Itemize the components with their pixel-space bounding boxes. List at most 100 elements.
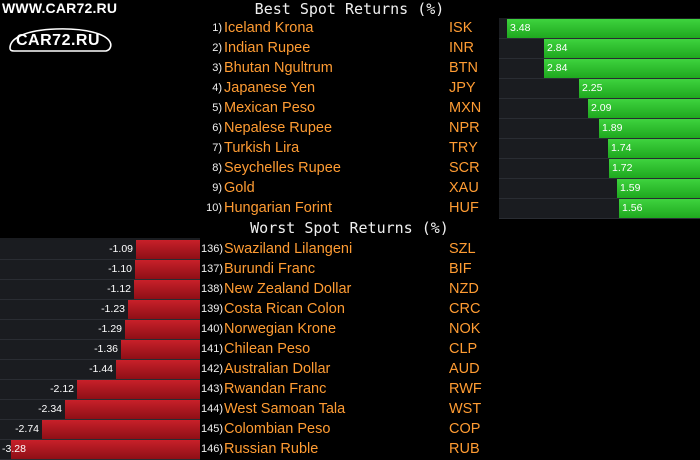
worst-returns-title: Worst Spot Returns (%): [250, 219, 449, 237]
currency-name: Nepalese Rupee: [224, 120, 333, 136]
rank-label: 139): [200, 303, 223, 315]
worst-row: 139) Costa Rican Colon CRC: [200, 299, 499, 319]
value-label: -1.12: [107, 283, 131, 295]
value-label: 1.59: [620, 182, 641, 194]
value-label: -1.29: [98, 323, 122, 335]
rank-label: 9): [212, 182, 222, 194]
currency-name: Swaziland Lilangeni: [224, 241, 353, 257]
value-label: 1.72: [612, 162, 633, 174]
rank-label: 10): [206, 202, 222, 214]
rank-label: 5): [212, 102, 222, 114]
rank-label: 146): [200, 443, 223, 455]
best-bar: [608, 139, 700, 158]
watermark-site-text: WWW.CAR72.RU: [2, 0, 118, 16]
value-label: 2.84: [547, 62, 568, 74]
value-label: 1.56: [622, 202, 643, 214]
worst-row: 144) West Samoan Tala WST: [200, 399, 499, 419]
worst-bar: [77, 380, 200, 399]
rank-label: 4): [212, 82, 222, 94]
currency-code: AUD: [449, 361, 480, 377]
best-row: 5) Mexican Peso MXN: [200, 98, 499, 118]
row-separator: [499, 158, 700, 159]
rank-label: 7): [212, 142, 222, 154]
row-separator: [0, 279, 200, 280]
currency-code: XAU: [449, 180, 479, 196]
best-row: 9) Gold XAU: [200, 178, 499, 198]
worst-bar: [125, 320, 200, 339]
currency-name: West Samoan Tala: [224, 401, 346, 417]
worst-row: 137) Burundi Franc BIF: [200, 259, 499, 279]
currency-code: NZD: [449, 281, 479, 297]
worst-row: 140) Norwegian Krone NOK: [200, 319, 499, 339]
currency-code: BIF: [449, 261, 472, 277]
currency-code: NOK: [449, 321, 481, 337]
currency-code: CLP: [449, 341, 478, 357]
currency-code: NPR: [449, 120, 480, 136]
currency-name: Chilean Peso: [224, 341, 311, 357]
rank-label: 3): [212, 62, 222, 74]
row-separator: [499, 198, 700, 199]
currency-list-column: [200, 0, 499, 459]
worst-row: 138) New Zealand Dollar NZD: [200, 279, 499, 299]
worst-bar: [11, 440, 200, 459]
worst-bar: [128, 300, 200, 319]
watermark-logo: CAR72.RU: [6, 24, 116, 58]
worst-bar: [135, 260, 200, 279]
currency-code: HUF: [449, 200, 479, 216]
value-label: -1.10: [108, 263, 132, 275]
rank-label: 8): [212, 162, 222, 174]
best-bar: [609, 159, 700, 178]
value-label: -1.44: [89, 363, 113, 375]
currency-code: COP: [449, 421, 481, 437]
value-label: 2.84: [547, 42, 568, 54]
rank-label: 138): [200, 283, 223, 295]
value-label: 1.89: [602, 122, 623, 134]
row-separator: [499, 78, 700, 79]
worst-bar: [136, 240, 200, 259]
row-separator: [499, 178, 700, 179]
row-separator: [0, 299, 200, 300]
currency-code: INR: [449, 40, 474, 56]
currency-name: Japanese Yen: [224, 80, 316, 96]
row-separator: [0, 319, 200, 320]
worst-row: 143) Rwandan Franc RWF: [200, 379, 499, 399]
worst-bar: [116, 360, 200, 379]
currency-name: Hungarian Forint: [224, 200, 332, 216]
best-bar: [579, 79, 700, 98]
currency-name: Gold: [224, 180, 255, 196]
value-label: -2.34: [38, 403, 62, 415]
currency-name: Turkish Lira: [224, 140, 300, 156]
currency-code: ISK: [449, 20, 473, 36]
best-bar: [599, 119, 700, 138]
currency-code: WST: [449, 401, 482, 417]
best-row: 10) Hungarian Forint HUF: [200, 198, 499, 218]
currency-code: SCR: [449, 160, 480, 176]
currency-name: Norwegian Krone: [224, 321, 337, 337]
best-row: 1) Iceland Krona ISK: [200, 18, 499, 38]
best-bar: [617, 179, 700, 198]
worst-row: 142) Australian Dollar AUD: [200, 359, 499, 379]
currency-name: Indian Rupee: [224, 40, 311, 56]
row-separator: [499, 138, 700, 139]
value-label: -1.23: [101, 303, 125, 315]
currency-code: MXN: [449, 100, 482, 116]
worst-row: 136) Swaziland Lilangeni SZL: [200, 239, 499, 259]
row-separator: [0, 439, 200, 440]
rank-label: 140): [200, 323, 223, 335]
row-separator: [0, 419, 200, 420]
best-row: 7) Turkish Lira TRY: [200, 138, 499, 158]
currency-name: Bhutan Ngultrum: [224, 60, 333, 76]
currency-name: Seychelles Rupee: [224, 160, 341, 176]
best-row: 4) Japanese Yen JPY: [200, 78, 499, 98]
currency-name: Colombian Peso: [224, 421, 331, 437]
best-bar: [544, 39, 700, 58]
value-label: -1.36: [94, 343, 118, 355]
value-label: 2.25: [582, 82, 603, 94]
row-separator: [499, 38, 700, 39]
worst-row: 141) Chilean Peso CLP: [200, 339, 499, 359]
rank-label: 142): [200, 363, 223, 375]
rank-label: 145): [200, 423, 223, 435]
currency-name: Australian Dollar: [224, 361, 331, 377]
value-label: -2.12: [50, 383, 74, 395]
